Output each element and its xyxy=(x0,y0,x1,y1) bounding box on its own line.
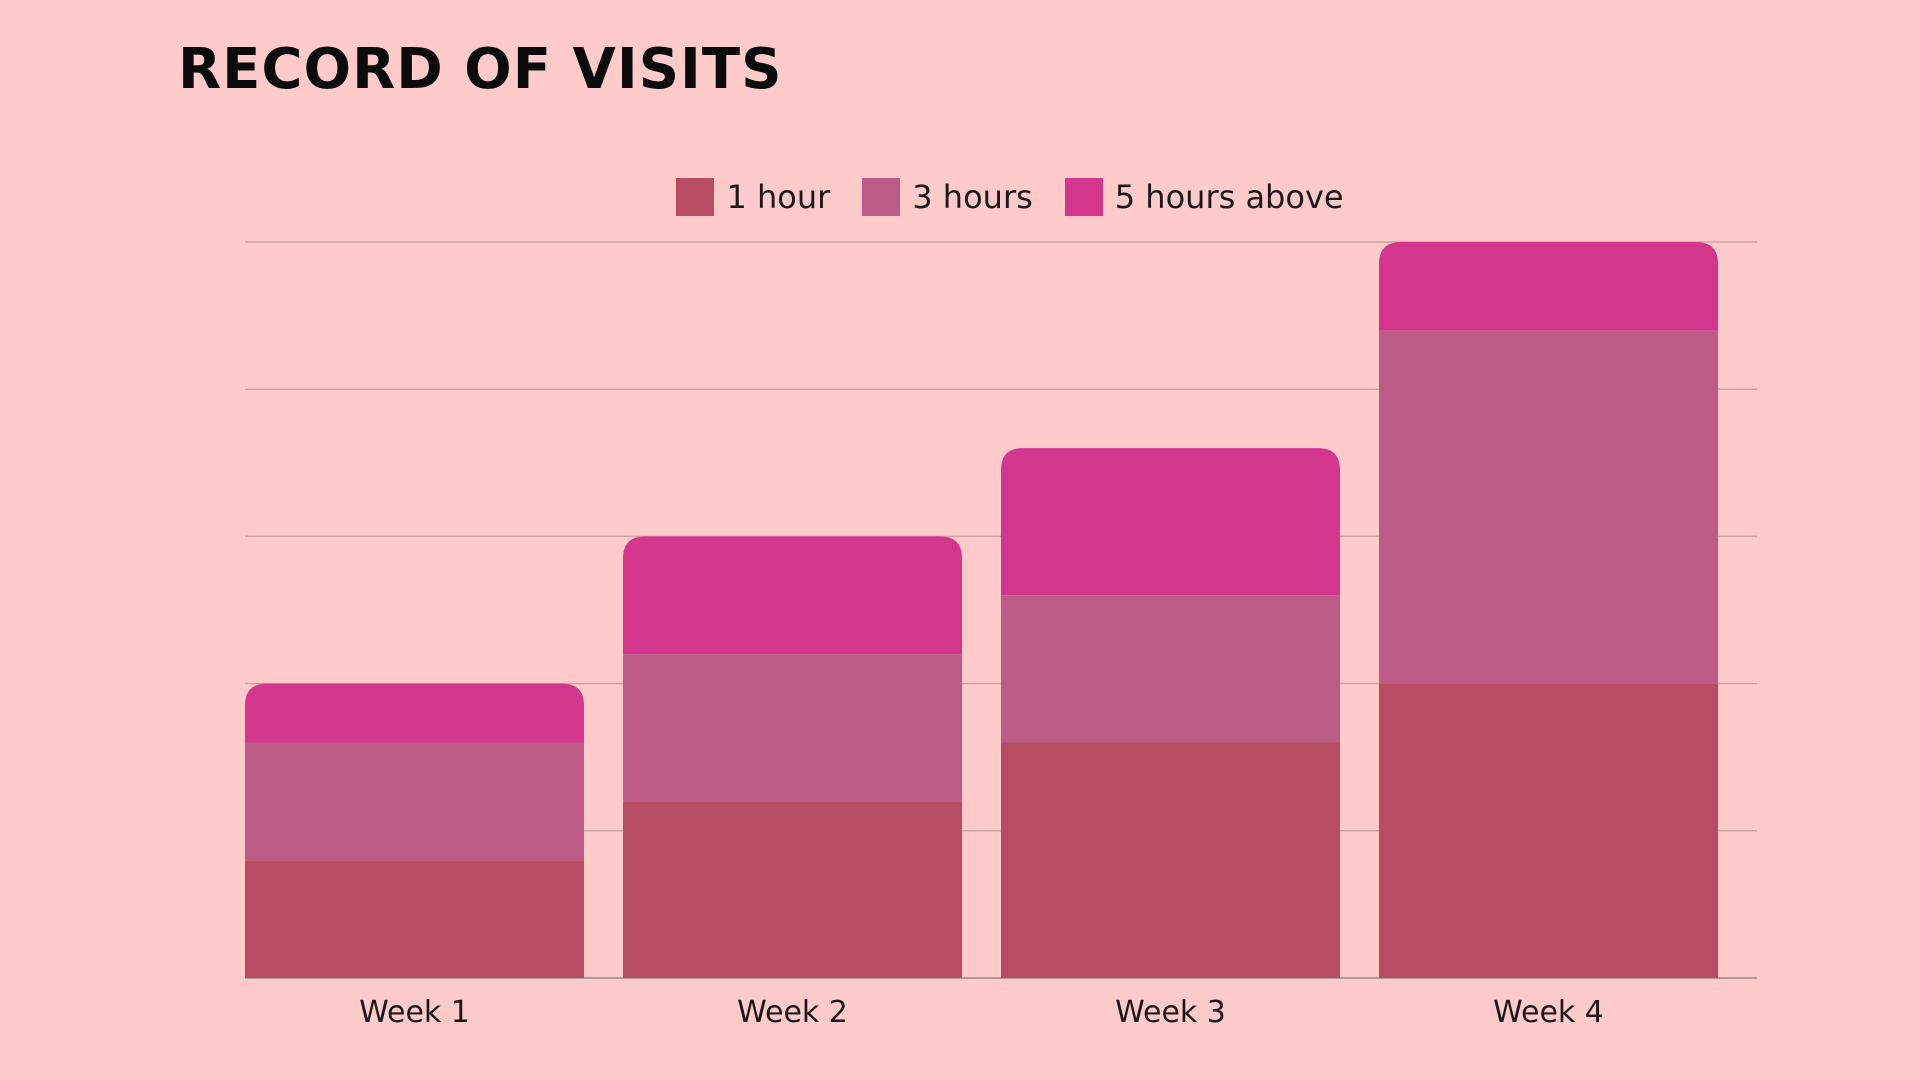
legend-item-1-hour: 1 hour xyxy=(676,178,830,216)
legend-label-3-hours: 3 hours xyxy=(912,178,1033,216)
bar-week-3-3-hours xyxy=(1001,595,1340,743)
bar-week-4-5-hours-above xyxy=(1379,242,1718,331)
bar-week-1-3-hours xyxy=(245,742,584,861)
chart-legend: 1 hour 3 hours 5 hours above xyxy=(0,178,1920,216)
bar-week-1-5-hours-above xyxy=(245,683,584,743)
bar-week-3-5-hours-above xyxy=(1001,448,1340,596)
bar-week-1-1-hour xyxy=(245,860,584,978)
legend-swatch-1-hour xyxy=(676,178,715,216)
chart-title: Record of Visits xyxy=(178,37,783,102)
x-tick-label-week-1: Week 1 xyxy=(359,995,470,1030)
x-tick-label-week-2: Week 2 xyxy=(737,995,848,1030)
bar-week-2-1-hour xyxy=(623,801,962,978)
bar-week-4-3-hours xyxy=(1379,330,1718,684)
legend-swatch-5-hours-above xyxy=(1064,178,1103,216)
legend-swatch-3-hours xyxy=(862,178,901,216)
bar-week-2-5-hours-above xyxy=(623,536,962,655)
legend-item-5-hours-above: 5 hours above xyxy=(1064,178,1344,216)
legend-label-5-hours-above: 5 hours above xyxy=(1114,178,1344,216)
legend-item-3-hours: 3 hours xyxy=(862,178,1033,216)
bar-week-4-1-hour xyxy=(1379,683,1718,978)
x-tick-label-week-3: Week 3 xyxy=(1115,995,1226,1030)
bar-week-2-3-hours xyxy=(623,654,962,802)
x-tick-label-week-4: Week 4 xyxy=(1493,995,1604,1030)
bar-week-3-1-hour xyxy=(1001,742,1340,978)
legend-label-1-hour: 1 hour xyxy=(726,178,831,216)
